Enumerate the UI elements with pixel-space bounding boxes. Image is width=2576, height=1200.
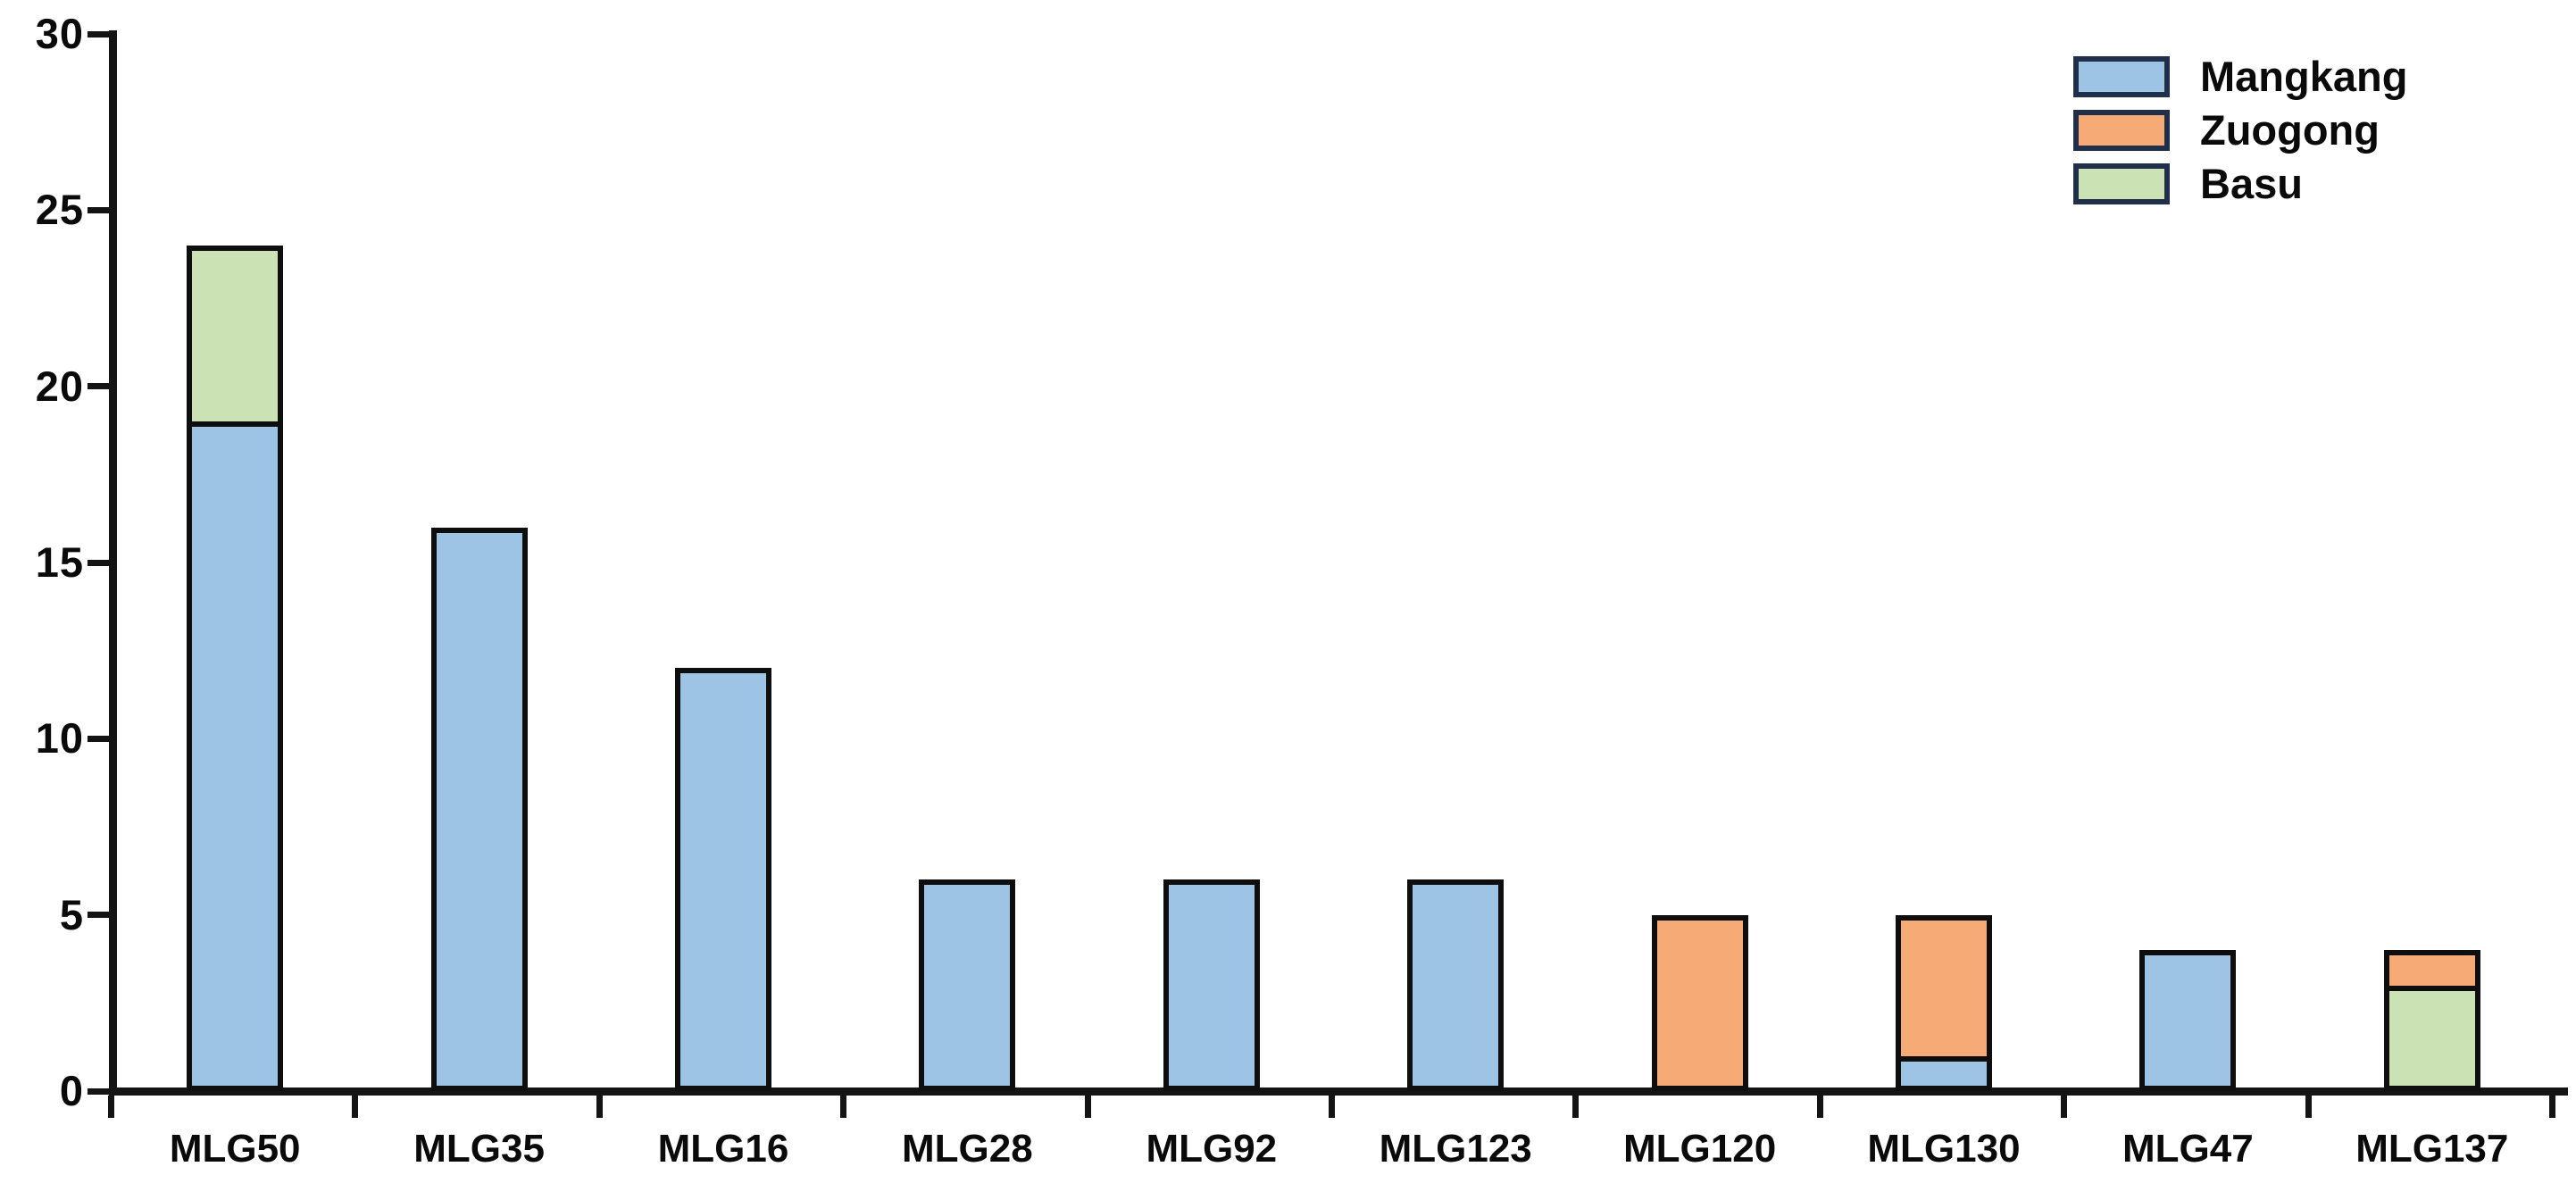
- y-axis-tick-label: 20: [35, 362, 84, 410]
- legend-item-zuogong: Zuogong: [2073, 109, 2407, 152]
- y-axis-line: [109, 30, 117, 1096]
- y-axis-tick-label: 5: [59, 890, 84, 938]
- x-axis-category-label: MLG50: [169, 1127, 301, 1171]
- x-axis-line: [109, 1088, 2568, 1096]
- legend-color-swatch: [2073, 56, 2170, 97]
- legend-item-mangkang: Mangkang: [2073, 55, 2407, 98]
- x-axis-category-label: MLG16: [657, 1127, 789, 1171]
- x-axis-category-label: MLG123: [1379, 1127, 1532, 1171]
- bar-segment-mangkang: [1163, 879, 1260, 1091]
- y-axis-tick: [88, 30, 109, 38]
- y-axis-tick-label: 0: [59, 1067, 84, 1114]
- x-axis-category-label: MLG137: [2355, 1127, 2509, 1171]
- bar-segment-basu: [187, 245, 284, 428]
- x-axis-tick: [108, 1096, 114, 1118]
- bar-segment-zuogong: [2383, 950, 2480, 991]
- x-axis-category-label: MLG35: [413, 1127, 545, 1171]
- bar-segment-mangkang: [1407, 879, 1505, 1091]
- x-axis-tick: [2549, 1096, 2555, 1118]
- y-axis-tick: [88, 206, 109, 213]
- x-axis-tick: [596, 1096, 603, 1118]
- x-axis-category-label: MLG120: [1623, 1127, 1777, 1171]
- bar-segment-mangkang: [675, 668, 771, 1091]
- bar-segment-mangkang: [2139, 950, 2237, 1091]
- legend-color-swatch: [2073, 110, 2170, 151]
- bar-segment-zuogong: [1896, 914, 1992, 1062]
- y-axis-tick: [88, 912, 109, 919]
- y-axis-tick-label: 15: [35, 538, 84, 586]
- x-axis-category-label: MLG92: [1146, 1127, 1278, 1171]
- x-axis-tick: [840, 1096, 847, 1118]
- y-axis-tick-label: 10: [35, 714, 84, 762]
- legend-label: Mangkang: [2200, 53, 2408, 100]
- chart-legend: Mangkang Zuogong Basu: [2073, 55, 2407, 205]
- bar-segment-mangkang: [187, 421, 284, 1091]
- legend-label: Zuogong: [2200, 106, 2380, 154]
- legend-label: Basu: [2200, 160, 2303, 207]
- x-axis-tick: [352, 1096, 359, 1118]
- y-axis-tick-label: 25: [35, 186, 84, 234]
- y-axis-tick-label: 30: [35, 10, 84, 57]
- x-axis-category-label: MLG130: [1867, 1127, 2021, 1171]
- bar-segment-mangkang: [919, 879, 1016, 1091]
- y-axis-tick: [88, 383, 109, 390]
- x-axis-tick: [1816, 1096, 1823, 1118]
- bar-segment-zuogong: [1651, 914, 1748, 1091]
- legend-color-swatch: [2073, 163, 2170, 204]
- y-axis-tick: [88, 1088, 109, 1095]
- x-axis-tick: [2305, 1096, 2312, 1118]
- x-axis-tick: [2061, 1096, 2068, 1118]
- bar-segment-mangkang: [430, 527, 528, 1091]
- legend-item-basu: Basu: [2073, 162, 2407, 205]
- y-axis-tick: [88, 559, 109, 566]
- x-axis-tick: [1329, 1096, 1335, 1118]
- bar-segment-basu: [2383, 985, 2480, 1091]
- x-axis-category-label: MLG28: [902, 1127, 1033, 1171]
- x-axis-tick: [1572, 1096, 1580, 1118]
- x-axis-tick: [1084, 1096, 1091, 1118]
- x-axis-category-label: MLG47: [2122, 1127, 2254, 1171]
- y-axis-tick: [88, 735, 109, 742]
